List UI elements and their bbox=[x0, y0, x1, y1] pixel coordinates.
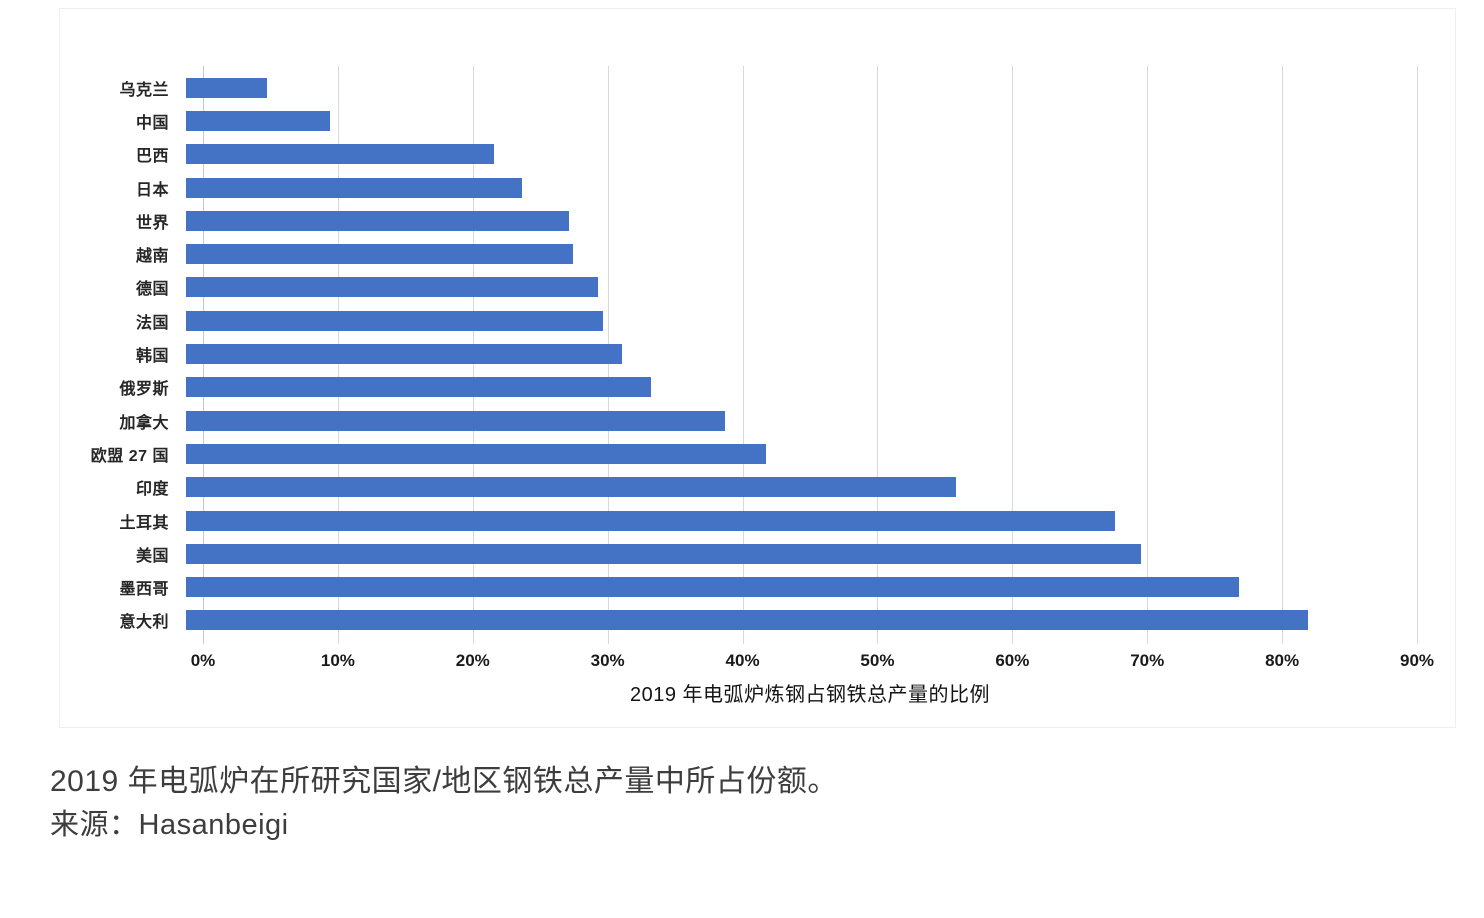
x-tick-label: 90% bbox=[1399, 651, 1435, 670]
bar-欧盟 27 国 bbox=[186, 443, 766, 464]
bar-row: 俄罗斯 bbox=[74, 371, 1417, 404]
gridline-70% bbox=[1147, 66, 1149, 644]
bar-track bbox=[186, 410, 1417, 431]
gridline-50% bbox=[877, 66, 879, 644]
bar-row: 越南 bbox=[74, 237, 1417, 270]
bar-row: 乌克兰 bbox=[74, 71, 1417, 104]
x-tick-label: 60% bbox=[995, 651, 1030, 670]
bar-track bbox=[186, 510, 1417, 531]
bar-row: 世界 bbox=[74, 204, 1417, 237]
bar-意大利 bbox=[186, 610, 1308, 631]
gridline-90% bbox=[1417, 66, 1418, 644]
bar-row: 日本 bbox=[74, 171, 1417, 204]
bar-track bbox=[186, 110, 1417, 131]
bar-俄罗斯 bbox=[186, 377, 652, 398]
category-label: 土耳其 bbox=[119, 514, 169, 532]
bar-row: 墨西哥 bbox=[74, 570, 1417, 603]
category-label: 墨西哥 bbox=[119, 581, 169, 599]
bar-row: 中国 bbox=[74, 104, 1417, 137]
x-tick-label: 20% bbox=[455, 651, 490, 670]
category-label: 韩国 bbox=[135, 348, 169, 366]
chart-figure: 乌克兰中国巴西日本世界越南德国法国韩国俄罗斯加拿大欧盟 27 国印度土耳其美国墨… bbox=[59, 8, 1456, 728]
bar-德国 bbox=[186, 277, 598, 298]
bar-track bbox=[186, 310, 1417, 331]
bar-印度 bbox=[186, 477, 957, 498]
bar-row: 意大利 bbox=[74, 604, 1417, 637]
bar-rows: 乌克兰中国巴西日本世界越南德国法国韩国俄罗斯加拿大欧盟 27 国印度土耳其美国墨… bbox=[74, 71, 1417, 637]
x-axis-tick-labels: 0% 10% 20% 30% 40% 50% 60% 70% 80% 90% bbox=[191, 651, 1434, 671]
category-label: 德国 bbox=[135, 281, 169, 299]
bar-墨西哥 bbox=[186, 577, 1240, 598]
gridline-80% bbox=[1282, 66, 1284, 644]
bar-中国 bbox=[186, 110, 330, 131]
bar-track bbox=[186, 177, 1417, 198]
x-tick-label: 50% bbox=[860, 651, 895, 670]
bar-加拿大 bbox=[186, 410, 725, 431]
bar-track bbox=[186, 610, 1417, 631]
caption-source: 来源：Hasanbeigi bbox=[50, 809, 289, 841]
category-label: 乌克兰 bbox=[119, 81, 169, 99]
x-tick-label: 10% bbox=[320, 651, 355, 670]
bar-row: 印度 bbox=[74, 471, 1417, 504]
bar-土耳其 bbox=[186, 510, 1115, 531]
caption: 2019 年电弧炉在所研究国家/地区钢铁总产量中所占份额。 来源：Hasanbe… bbox=[50, 760, 1430, 846]
x-tick-label: 70% bbox=[1130, 651, 1165, 670]
category-label: 世界 bbox=[135, 214, 169, 232]
bar-track bbox=[186, 77, 1417, 98]
bar-row: 欧盟 27 国 bbox=[74, 437, 1417, 470]
bar-row: 韩国 bbox=[74, 337, 1417, 370]
gridline-60% bbox=[1012, 66, 1014, 644]
category-label: 印度 bbox=[135, 481, 169, 499]
bar-row: 土耳其 bbox=[74, 504, 1417, 537]
bar-法国 bbox=[186, 310, 604, 331]
category-label: 欧盟 27 国 bbox=[90, 447, 169, 465]
caption-line1: 2019 年电弧炉在所研究国家/地区钢铁总产量中所占份额。 bbox=[50, 765, 838, 798]
x-tick-label: 80% bbox=[1265, 651, 1300, 670]
bar-track bbox=[186, 377, 1417, 398]
category-label: 俄罗斯 bbox=[119, 381, 169, 399]
category-label: 中国 bbox=[135, 114, 169, 132]
category-label: 美国 bbox=[135, 547, 169, 565]
category-label: 日本 bbox=[135, 181, 169, 199]
bar-track bbox=[186, 210, 1417, 231]
x-tick-label: 40% bbox=[725, 651, 760, 670]
bar-track bbox=[186, 577, 1417, 598]
category-label: 加拿大 bbox=[119, 414, 169, 432]
x-axis-title: 2019 年电弧炉炼钢占钢铁总产量的比例 bbox=[629, 684, 991, 706]
bar-row: 德国 bbox=[74, 271, 1417, 304]
gridline-40% bbox=[742, 66, 744, 644]
bar-世界 bbox=[186, 210, 569, 231]
bar-row: 巴西 bbox=[74, 138, 1417, 171]
category-label: 越南 bbox=[135, 248, 169, 266]
bar-越南 bbox=[186, 244, 574, 265]
bar-韩国 bbox=[186, 344, 623, 365]
category-label: 巴西 bbox=[135, 148, 169, 166]
bar-乌克兰 bbox=[186, 77, 267, 98]
bar-track bbox=[186, 244, 1417, 265]
bar-美国 bbox=[186, 543, 1141, 564]
bar-巴西 bbox=[186, 144, 494, 165]
bar-row: 法国 bbox=[74, 304, 1417, 337]
bar-track bbox=[186, 443, 1417, 464]
category-label: 意大利 bbox=[119, 614, 169, 632]
bar-row: 美国 bbox=[74, 537, 1417, 570]
bar-日本 bbox=[186, 177, 523, 198]
x-tick-label: 0% bbox=[190, 651, 216, 670]
x-tick-label: 30% bbox=[590, 651, 625, 670]
bar-track bbox=[186, 477, 1417, 498]
bar-row: 加拿大 bbox=[74, 404, 1417, 437]
bar-track bbox=[186, 543, 1417, 564]
bar-track bbox=[186, 277, 1417, 298]
bar-track bbox=[186, 344, 1417, 365]
category-label: 法国 bbox=[135, 314, 169, 332]
bar-track bbox=[186, 144, 1417, 165]
